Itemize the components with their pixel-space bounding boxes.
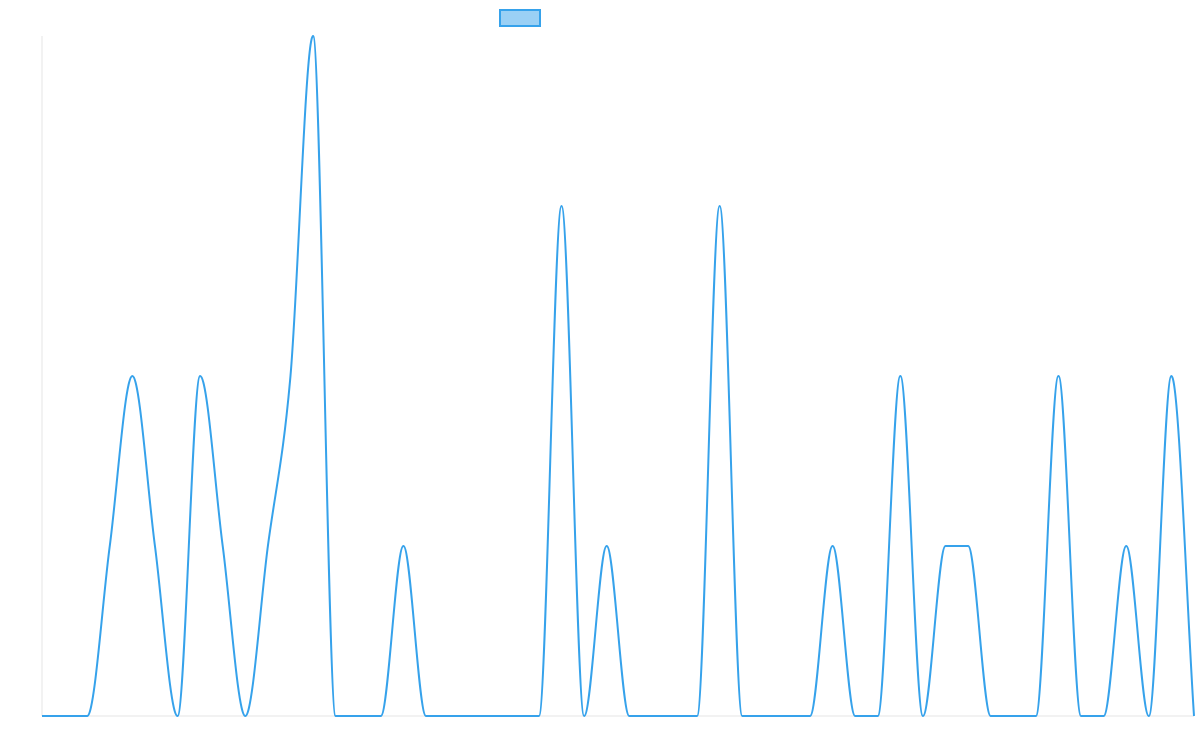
legend-swatch xyxy=(499,9,541,27)
data-line xyxy=(42,34,1195,718)
